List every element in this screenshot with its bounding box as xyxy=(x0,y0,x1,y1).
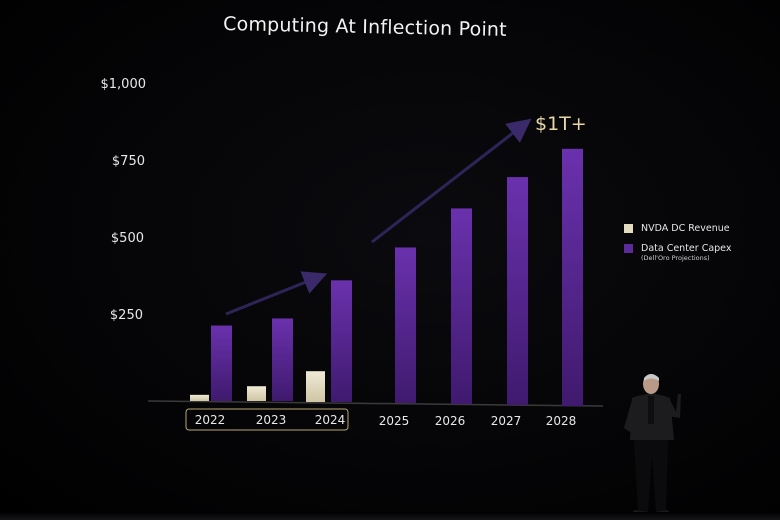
x-tick-label: 2025 xyxy=(379,414,410,428)
trend-arrow-near xyxy=(225,271,328,316)
legend-item-capex: Data Center Capex xyxy=(624,240,731,256)
bar-nvda-2024 xyxy=(306,371,325,402)
bars-group xyxy=(190,148,583,406)
bar-capex-2026 xyxy=(451,208,472,404)
y-tick-label: $500 xyxy=(111,231,144,246)
x-tick-label: 2022 xyxy=(195,413,226,427)
legend-note: (Dell'Oro Projections) xyxy=(641,254,710,262)
x-axis-baseline xyxy=(147,400,604,407)
legend-label: Data Center Capex xyxy=(641,242,732,254)
legend-label: NVDA DC Revenue xyxy=(641,222,730,234)
bar-capex-2024 xyxy=(331,280,352,402)
bar-nvda-2022 xyxy=(190,394,209,401)
legend: NVDA DC Revenue Data Center Capex (Dell'… xyxy=(624,220,731,262)
presenter-figure xyxy=(624,374,681,518)
trillion-annotation: $1T+ xyxy=(535,113,587,135)
historical-years-box xyxy=(185,408,349,431)
bar-capex-2022 xyxy=(211,325,232,401)
bar-capex-2023 xyxy=(272,318,293,401)
bar-capex-2028 xyxy=(562,148,583,406)
bar-capex-2025 xyxy=(395,247,416,403)
legend-swatch-cream xyxy=(624,223,633,233)
stage-floor xyxy=(0,512,780,520)
x-tick-label: 2028 xyxy=(546,414,577,428)
legend-swatch-purple xyxy=(624,243,633,253)
x-tick-label: 2027 xyxy=(491,414,522,428)
legend-item-nvda: NVDA DC Revenue xyxy=(624,220,731,236)
bar-nvda-2023 xyxy=(247,386,266,401)
x-tick-label: 2023 xyxy=(256,413,287,427)
y-tick-label: $250 xyxy=(110,308,143,323)
x-tick-label: 2024 xyxy=(315,413,346,427)
x-axis-labels: 2022 2023 2024 2025 2026 2027 2028 xyxy=(195,413,577,428)
y-tick-label: $1,000 xyxy=(101,77,147,92)
x-tick-label: 2026 xyxy=(435,414,466,428)
y-tick-label: $750 xyxy=(112,154,145,169)
trend-arrow-far xyxy=(371,118,532,244)
bar-capex-2027 xyxy=(507,177,528,405)
